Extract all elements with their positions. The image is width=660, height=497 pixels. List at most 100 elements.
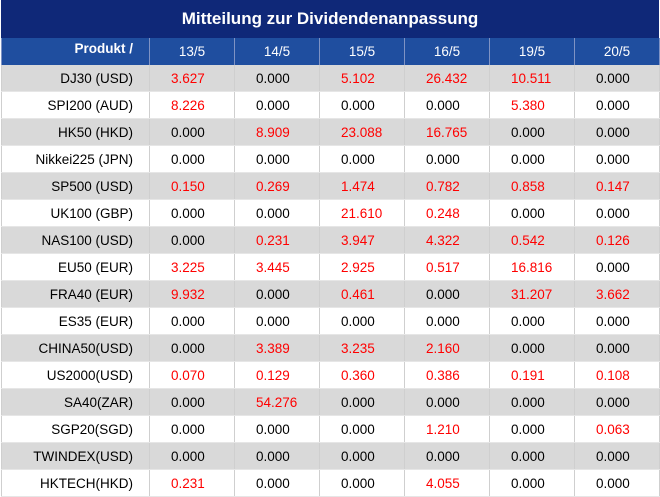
value-cell: 54.276 — [234, 388, 320, 416]
value-cell: 23.088 — [319, 118, 405, 146]
value-cell: 0.000 — [574, 442, 660, 470]
value-cell: 0.000 — [574, 65, 660, 92]
value-cell: 0.000 — [574, 388, 660, 416]
value-cell: 0.000 — [574, 307, 660, 335]
value-cell: 0.000 — [234, 199, 320, 227]
value-cell: 4.055 — [404, 469, 490, 497]
value-cell: 0.000 — [404, 388, 490, 416]
value-cell: 0.360 — [319, 361, 405, 389]
value-cell: 31.207 — [489, 280, 575, 308]
value-cell: 16.816 — [489, 253, 575, 281]
product-cell: US2000(USD) — [1, 361, 150, 389]
table-row: FRA40 (EUR) 9.932 0.000 0.461 0.000 31.207 3.6… — [1, 280, 660, 308]
value-cell: 0.000 — [234, 145, 320, 173]
table-row: HKTECH(HKD) 0.231 0.000 0.000 4.055 0.000 0.00… — [1, 469, 660, 497]
header-date: 19/5 — [489, 38, 575, 65]
product-cell: TWINDEX(USD) — [1, 442, 150, 470]
value-cell: 0.000 — [404, 91, 490, 119]
product-cell: CHINA50(USD) — [1, 334, 150, 362]
value-cell: 1.474 — [319, 172, 405, 200]
table-row: EU50 (EUR) 3.225 3.445 2.925 0.517 16.816 0.00… — [1, 253, 660, 281]
table-row: SGP20(SGD) 0.000 0.000 0.000 1.210 0.000 0.063 — [1, 415, 660, 443]
table-row: SA40(ZAR) 0.000 54.276 0.000 0.000 0.000 0.000 — [1, 388, 660, 416]
table-row: SP500 (USD) 0.150 0.269 1.474 0.782 0.858 0.14… — [1, 172, 660, 200]
value-cell: 0.000 — [234, 469, 320, 497]
value-cell: 0.269 — [234, 172, 320, 200]
value-cell: 8.226 — [149, 91, 235, 119]
value-cell: 16.765 — [404, 118, 490, 146]
value-cell: 0.000 — [489, 334, 575, 362]
value-cell: 21.610 — [319, 199, 405, 227]
value-cell: 0.000 — [404, 145, 490, 173]
table-row: TWINDEX(USD) 0.000 0.000 0.000 0.000 0.000 0.0… — [1, 442, 660, 470]
product-cell: UK100 (GBP) — [1, 199, 150, 227]
value-cell: 0.000 — [234, 415, 320, 443]
product-cell: SP500 (USD) — [1, 172, 150, 200]
value-cell: 0.000 — [149, 199, 235, 227]
page-title: Mitteilung zur Dividendenanpassung — [1, 0, 659, 38]
value-cell: 0.000 — [574, 253, 660, 281]
header-date: 13/5 — [149, 38, 235, 65]
value-cell: 0.000 — [319, 415, 405, 443]
header-product: Produkt / — [1, 38, 150, 65]
value-cell: 5.380 — [489, 91, 575, 119]
value-cell: 0.000 — [149, 118, 235, 146]
value-cell: 0.000 — [574, 145, 660, 173]
value-cell: 0.000 — [404, 307, 490, 335]
value-cell: 3.947 — [319, 226, 405, 254]
value-cell: 0.000 — [149, 334, 235, 362]
header-date: 20/5 — [574, 38, 660, 65]
value-cell: 0.000 — [234, 442, 320, 470]
value-cell: 0.000 — [319, 307, 405, 335]
product-cell: HKTECH(HKD) — [1, 469, 150, 497]
value-cell: 4.322 — [404, 226, 490, 254]
value-cell: 0.000 — [404, 280, 490, 308]
value-cell: 0.000 — [234, 280, 320, 308]
value-cell: 0.542 — [489, 226, 575, 254]
value-cell: 3.389 — [234, 334, 320, 362]
value-cell: 0.129 — [234, 361, 320, 389]
header-date: 14/5 — [234, 38, 320, 65]
value-cell: 0.191 — [489, 361, 575, 389]
value-cell: 10.511 — [489, 65, 575, 92]
value-cell: 0.000 — [149, 145, 235, 173]
value-cell: 0.000 — [404, 442, 490, 470]
value-cell: 0.000 — [489, 442, 575, 470]
value-cell: 0.000 — [489, 199, 575, 227]
value-cell: 0.000 — [149, 442, 235, 470]
value-cell: 0.000 — [489, 307, 575, 335]
value-cell: 3.627 — [149, 65, 235, 92]
value-cell: 0.782 — [404, 172, 490, 200]
value-cell: 3.225 — [149, 253, 235, 281]
value-cell: 0.517 — [404, 253, 490, 281]
product-cell: SPI200 (AUD) — [1, 91, 150, 119]
table-row: Nikkei225 (JPN) 0.000 0.000 0.000 0.000 0.000… — [1, 145, 660, 173]
value-cell: 0.000 — [234, 65, 320, 92]
value-cell: 0.000 — [574, 199, 660, 227]
value-cell: 0.126 — [574, 226, 660, 254]
value-cell: 5.102 — [319, 65, 405, 92]
value-cell: 0.000 — [574, 469, 660, 497]
table-row: US2000(USD) 0.070 0.129 0.360 0.386 0.191 0.10… — [1, 361, 660, 389]
product-cell: FRA40 (EUR) — [1, 280, 150, 308]
product-cell: EU50 (EUR) — [1, 253, 150, 281]
value-cell: 0.000 — [149, 415, 235, 443]
product-cell: SA40(ZAR) — [1, 388, 150, 416]
value-cell: 1.210 — [404, 415, 490, 443]
value-cell: 0.000 — [319, 469, 405, 497]
value-cell: 0.000 — [489, 469, 575, 497]
value-cell: 0.000 — [234, 91, 320, 119]
value-cell: 3.235 — [319, 334, 405, 362]
value-cell: 3.662 — [574, 280, 660, 308]
value-cell: 0.461 — [319, 280, 405, 308]
value-cell: 0.000 — [489, 118, 575, 146]
product-cell: SGP20(SGD) — [1, 415, 150, 443]
product-cell: NAS100 (USD) — [1, 226, 150, 254]
value-cell: 0.108 — [574, 361, 660, 389]
value-cell: 0.000 — [574, 334, 660, 362]
value-cell: 0.000 — [149, 388, 235, 416]
value-cell: 2.160 — [404, 334, 490, 362]
product-cell: Nikkei225 (JPN) — [1, 145, 150, 173]
value-cell: 0.000 — [489, 145, 575, 173]
